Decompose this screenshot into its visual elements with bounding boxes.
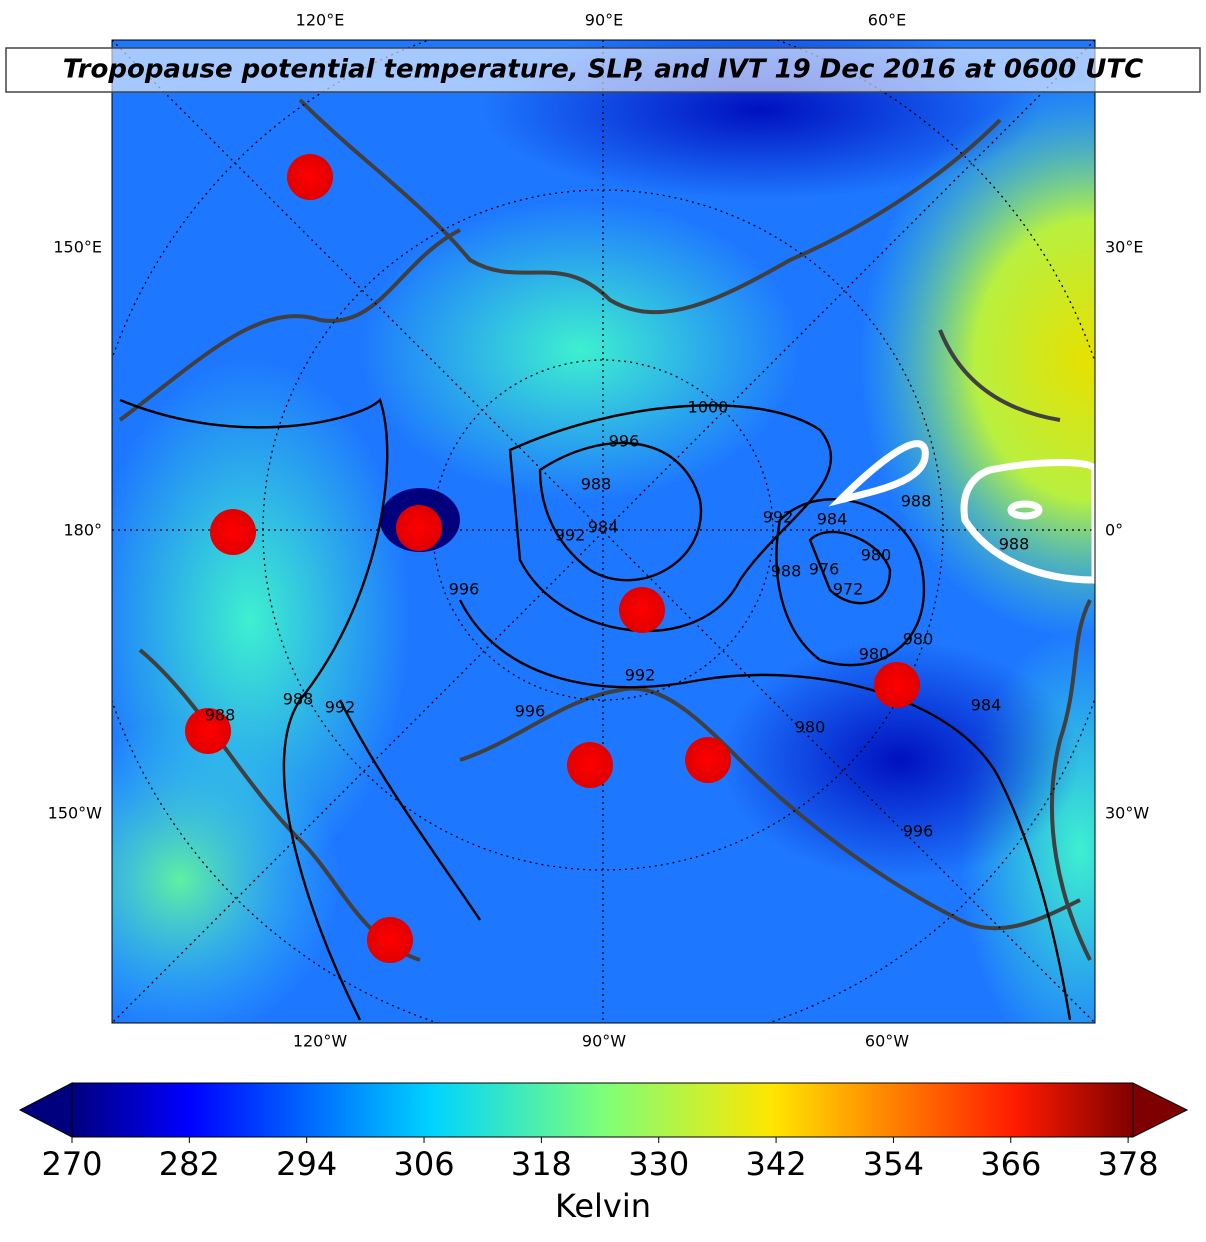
colorbar-tick-label: 306	[393, 1145, 454, 1183]
lon-label: 60°W	[865, 1032, 909, 1051]
lon-label: 30°E	[1105, 238, 1143, 257]
contour-label: 992	[555, 526, 586, 545]
lon-label: 60°E	[868, 11, 906, 30]
contour-label: 980	[903, 630, 934, 649]
lon-label: 120°W	[293, 1032, 348, 1051]
contour-label: 980	[861, 546, 892, 565]
contour-label: 984	[817, 510, 848, 529]
contour-label: 992	[763, 508, 794, 527]
contour-label: 984	[588, 518, 619, 537]
contour-label: 988	[771, 562, 802, 581]
markers	[185, 154, 920, 963]
contour-label: 992	[325, 698, 356, 717]
colorbar	[71, 1082, 1134, 1138]
lon-label: 120°E	[296, 11, 345, 30]
colorbar-tick-label: 378	[1098, 1145, 1159, 1183]
contour-label: 984	[971, 696, 1002, 715]
contour-label: 988	[205, 706, 236, 725]
contour-label: 988	[999, 535, 1030, 554]
lon-label: 0°	[1105, 521, 1123, 540]
colorbar-tick-label: 294	[276, 1145, 337, 1183]
coastlines	[118, 98, 1092, 962]
colorbar-label: Kelvin	[555, 1187, 651, 1225]
title: Tropopause potential temperature, SLP, a…	[63, 55, 1143, 85]
contour-label: 976	[809, 560, 840, 579]
contour-label: 996	[515, 702, 546, 721]
contour-label: 980	[859, 645, 890, 664]
contour-label: 996	[609, 432, 640, 451]
lon-label: 30°W	[1105, 804, 1149, 823]
colorbar-tick-label: 366	[980, 1145, 1041, 1183]
colorbar-tick-label: 330	[628, 1145, 689, 1183]
colorbar-tick-label: 270	[41, 1145, 102, 1183]
contour-label: 992	[625, 666, 656, 685]
colorbar-tick-label: 354	[863, 1145, 924, 1183]
contour-label: 980	[795, 718, 826, 737]
lon-label: 90°E	[585, 11, 623, 30]
title-box	[5, 47, 1201, 93]
colorbar-tick-label: 318	[511, 1145, 572, 1183]
colorbar-tick-label: 282	[159, 1145, 220, 1183]
lon-label: 150°E	[53, 238, 102, 257]
lon-label: 180°	[63, 521, 102, 540]
contour-label: 996	[449, 580, 480, 599]
contour-label: 988	[901, 492, 932, 511]
contour-label: 1000	[688, 398, 729, 417]
contour-label: 972	[833, 580, 864, 599]
lon-label: 150°W	[48, 804, 103, 823]
lon-label: 90°W	[582, 1032, 626, 1051]
colorbar-tick-label: 342	[746, 1145, 807, 1183]
contour-label: 996	[903, 822, 934, 841]
slp-contours	[119, 397, 1072, 1021]
contour-label: 988	[581, 475, 612, 494]
contour-label: 988	[283, 690, 314, 709]
